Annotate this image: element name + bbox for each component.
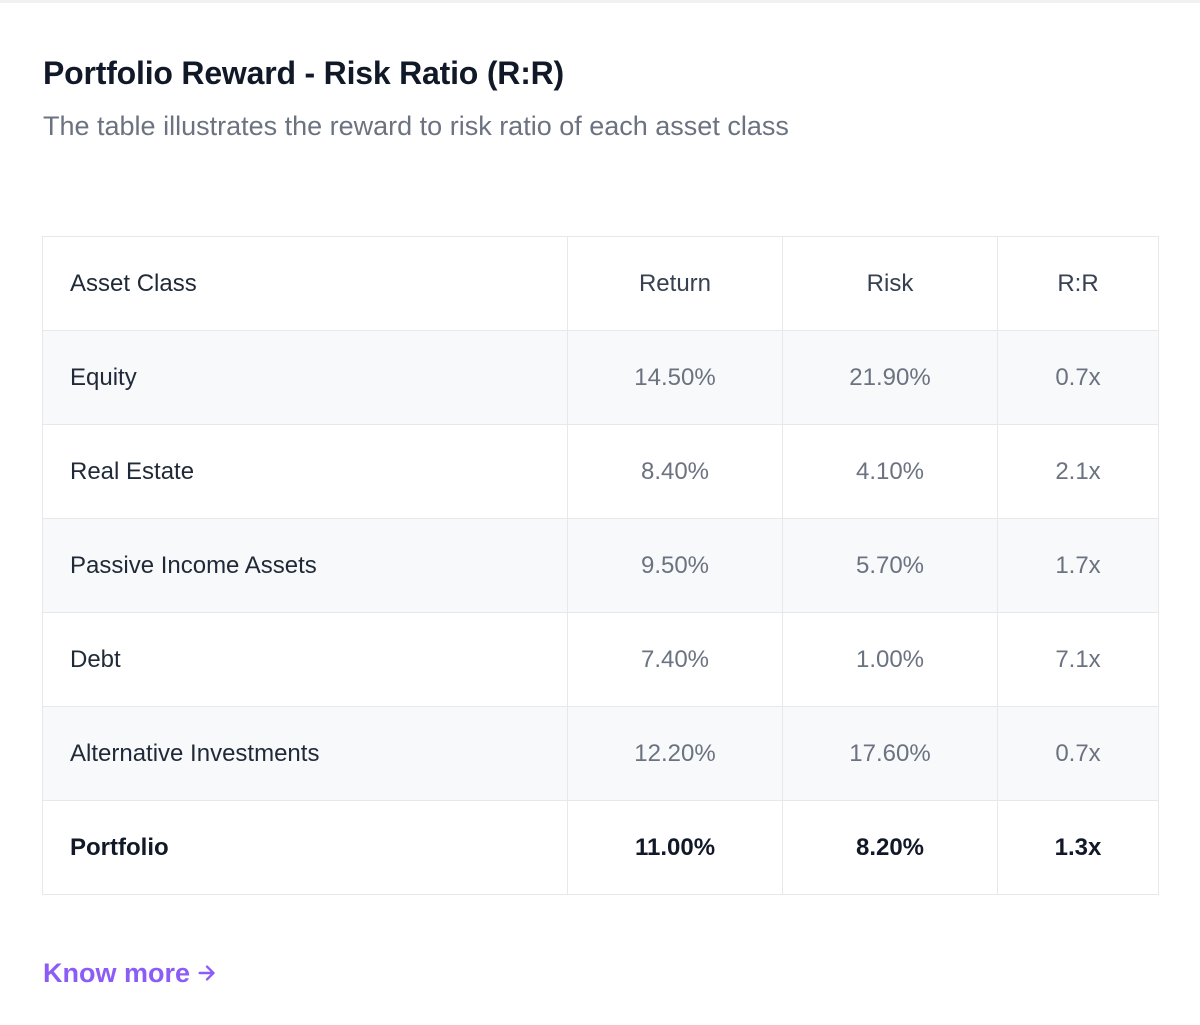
asset-class-cell: Equity (42, 330, 568, 425)
rr-cell: 2.1x (997, 424, 1159, 519)
portfolio-return: 11.00% (567, 800, 783, 895)
risk-cell: 1.00% (782, 612, 998, 707)
risk-cell: 4.10% (782, 424, 998, 519)
rr-cell: 7.1x (997, 612, 1159, 707)
return-cell: 8.40% (567, 424, 783, 519)
table-row: Debt 7.40% 1.00% 7.1x (42, 612, 1159, 707)
know-more-label: Know more (43, 958, 191, 988)
know-more-link[interactable]: Know more (43, 955, 218, 991)
table-row: Real Estate 8.40% 4.10% 2.1x (42, 424, 1159, 519)
table-row: Equity 14.50% 21.90% 0.7x (42, 330, 1159, 425)
portfolio-risk: 8.20% (782, 800, 998, 895)
risk-cell: 17.60% (782, 706, 998, 801)
portfolio-label: Portfolio (42, 800, 568, 895)
top-divider (0, 0, 1200, 3)
column-header-rr: R:R (997, 236, 1159, 331)
return-cell: 14.50% (567, 330, 783, 425)
portfolio-total-row: Portfolio 11.00% 8.20% 1.3x (42, 800, 1159, 895)
return-cell: 9.50% (567, 518, 783, 613)
asset-class-cell: Passive Income Assets (42, 518, 568, 613)
column-header-asset-class: Asset Class (42, 236, 568, 331)
rr-cell: 0.7x (997, 706, 1159, 801)
column-header-risk: Risk (782, 236, 998, 331)
table-header-row: Asset Class Return Risk R:R (42, 236, 1159, 331)
page-title: Portfolio Reward - Risk Ratio (R:R) (43, 55, 565, 91)
table-row: Alternative Investments 12.20% 17.60% 0.… (42, 706, 1159, 801)
asset-class-cell: Real Estate (42, 424, 568, 519)
rr-cell: 0.7x (997, 330, 1159, 425)
asset-class-cell: Debt (42, 612, 568, 707)
page-subtitle: The table illustrates the reward to risk… (43, 111, 789, 141)
asset-class-cell: Alternative Investments (42, 706, 568, 801)
column-header-return: Return (567, 236, 783, 331)
rr-cell: 1.7x (997, 518, 1159, 613)
return-cell: 12.20% (567, 706, 783, 801)
risk-cell: 5.70% (782, 518, 998, 613)
risk-cell: 21.90% (782, 330, 998, 425)
return-cell: 7.40% (567, 612, 783, 707)
table-row: Passive Income Assets 9.50% 5.70% 1.7x (42, 518, 1159, 613)
portfolio-rr: 1.3x (997, 800, 1159, 895)
arrow-right-icon (198, 965, 215, 981)
reward-risk-table: Asset Class Return Risk R:R Equity 14.50… (42, 236, 1159, 895)
